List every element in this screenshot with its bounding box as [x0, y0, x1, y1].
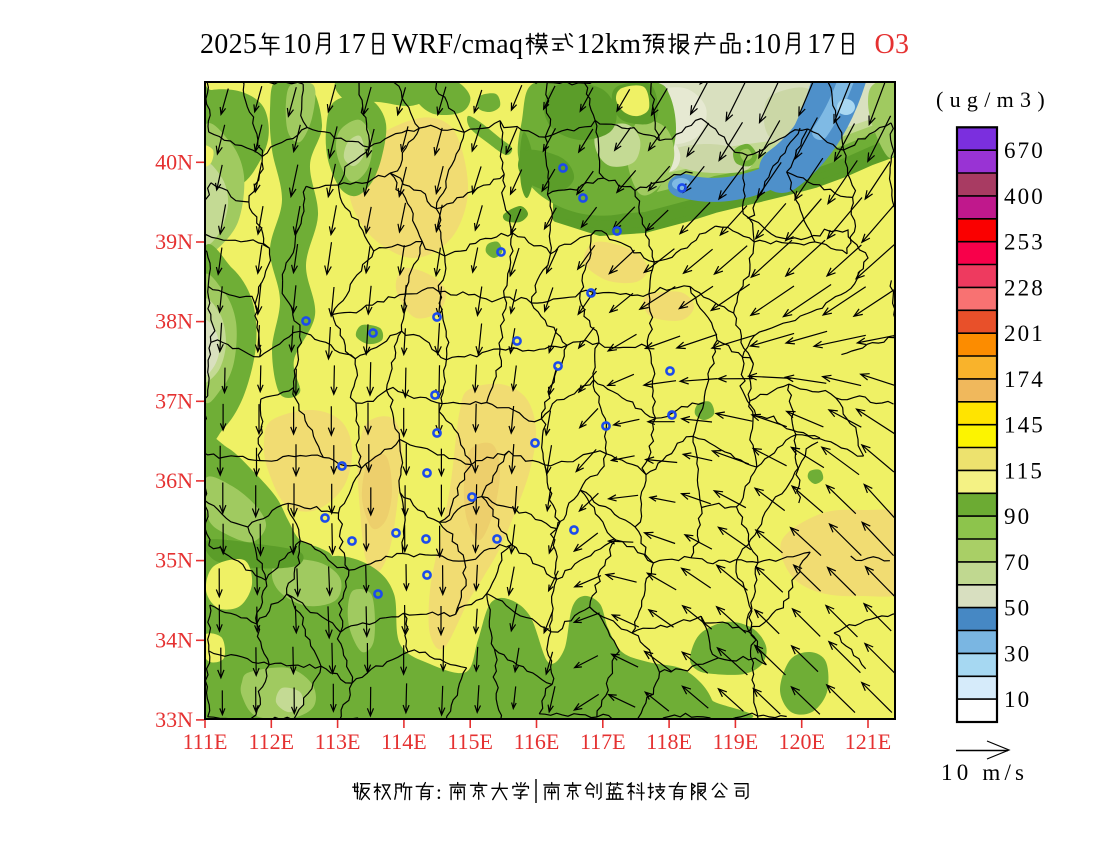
- svg-text::: :: [745, 29, 753, 60]
- svg-text::: :: [436, 780, 442, 804]
- svg-text:70: 70: [1004, 550, 1031, 575]
- svg-text:117E: 117E: [580, 729, 626, 754]
- svg-text:115: 115: [1004, 458, 1044, 483]
- svg-text:113E: 113E: [315, 729, 361, 754]
- svg-text:10: 10: [1004, 687, 1031, 712]
- svg-text:120E: 120E: [778, 729, 824, 754]
- svg-text:121E: 121E: [845, 729, 891, 754]
- svg-text:35N: 35N: [155, 548, 193, 573]
- svg-text:40N: 40N: [155, 149, 193, 174]
- svg-text:116E: 116E: [514, 729, 560, 754]
- svg-text:36N: 36N: [155, 468, 193, 493]
- svg-text:228: 228: [1004, 275, 1045, 300]
- svg-text:39N: 39N: [155, 229, 193, 254]
- svg-text:90: 90: [1004, 504, 1031, 529]
- svg-text:10 m/s: 10 m/s: [941, 760, 1028, 785]
- svg-text:118E: 118E: [646, 729, 692, 754]
- svg-text:10: 10: [283, 29, 312, 60]
- svg-text:O3: O3: [875, 29, 910, 60]
- svg-text:38N: 38N: [155, 309, 193, 334]
- svg-text:112E: 112E: [248, 729, 294, 754]
- svg-text:253: 253: [1004, 230, 1045, 255]
- svg-text:145: 145: [1004, 413, 1045, 438]
- svg-text:400: 400: [1004, 184, 1045, 209]
- svg-text:111E: 111E: [183, 729, 228, 754]
- svg-text:114E: 114E: [381, 729, 427, 754]
- svg-text:17: 17: [337, 29, 366, 60]
- svg-text:WRF/cmaq: WRF/cmaq: [392, 29, 524, 60]
- svg-text:670: 670: [1004, 138, 1045, 163]
- svg-text:115E: 115E: [447, 729, 493, 754]
- svg-text:201: 201: [1004, 321, 1045, 346]
- svg-text:2025: 2025: [200, 29, 257, 60]
- svg-text:119E: 119E: [713, 729, 759, 754]
- svg-text:37N: 37N: [155, 388, 193, 413]
- svg-text:34N: 34N: [155, 627, 193, 652]
- svg-text:10: 10: [753, 29, 782, 60]
- svg-text:(ug/m3): (ug/m3): [936, 87, 1051, 112]
- svg-text:50: 50: [1004, 596, 1031, 621]
- svg-text:33N: 33N: [155, 707, 193, 732]
- svg-text:12km: 12km: [576, 29, 641, 60]
- svg-text:30: 30: [1004, 641, 1031, 666]
- svg-text:174: 174: [1004, 367, 1045, 392]
- svg-text:17: 17: [807, 29, 836, 60]
